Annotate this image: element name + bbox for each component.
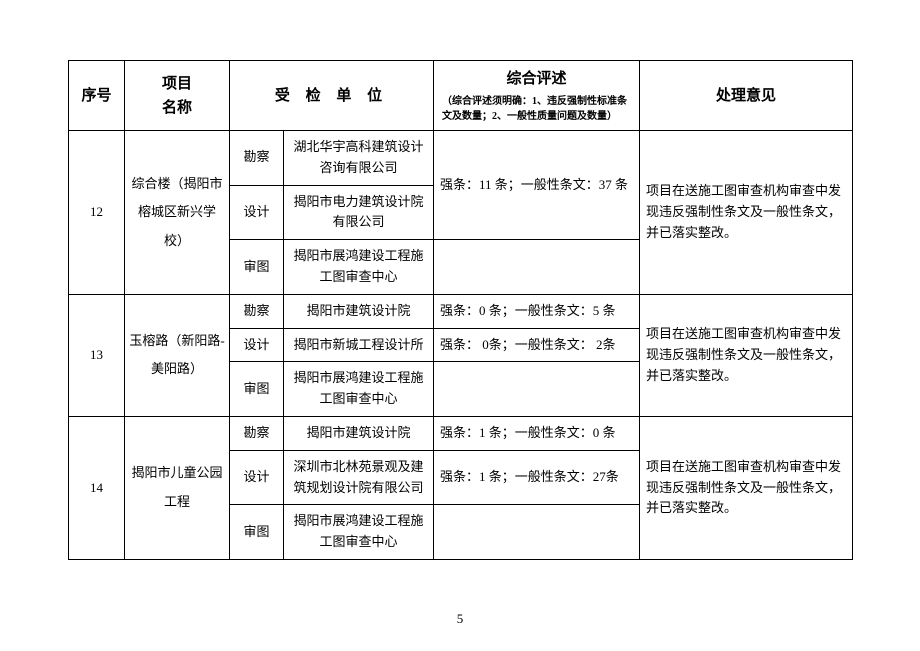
cell-role-survey: 勘察 (230, 294, 284, 328)
table-header: 序号 项目 名称 受 检 单 位 综合评述 （综合评述须明确：1、违反强制性标准… (69, 61, 853, 131)
cell-opinion: 项目在送施工图审查机构审查中发现违反强制性条文及一般性条文，并已落实整改。 (640, 416, 853, 559)
table-row: 14 揭阳市儿童公园工程 勘察 揭阳市建筑设计院 强条：1 条；一般性条文：0 … (69, 416, 853, 450)
cell-seq: 14 (69, 416, 125, 559)
page-number: 5 (0, 611, 920, 627)
cell-review-unit: 揭阳市展鸿建设工程施工图审查中心 (284, 362, 434, 417)
header-row: 序号 项目 名称 受 检 单 位 综合评述 （综合评述须明确：1、违反强制性标准… (69, 61, 853, 131)
cell-survey-review: 强条：0 条；一般性条文：5 条 (434, 294, 640, 328)
cell-opinion: 项目在送施工图审查机构审查中发现违反强制性条文及一般性条文，并已落实整改。 (640, 294, 853, 416)
cell-seq: 12 (69, 131, 125, 295)
header-review-sub: （综合评述须明确：1、违反强制性标准条文及数量；2、一般性质量问题及数量） (438, 94, 635, 124)
cell-role-design: 设计 (230, 328, 284, 362)
cell-design-unit: 揭阳市新城工程设计所 (284, 328, 434, 362)
cell-design-review: 强条：1 条；一般性条文：27条 (434, 450, 640, 505)
cell-opinion: 项目在送施工图审查机构审查中发现违反强制性条文及一般性条文，并已落实整改。 (640, 131, 853, 295)
cell-review-review (434, 240, 640, 295)
header-project: 项目 名称 (125, 61, 230, 131)
cell-role-survey: 勘察 (230, 131, 284, 186)
cell-project: 玉榕路（新阳路-美阳路） (125, 294, 230, 416)
cell-review-review (434, 505, 640, 560)
cell-role-design: 设计 (230, 450, 284, 505)
cell-design-review: 强条：11 条；一般性条文：37 条 (434, 131, 640, 240)
cell-project: 揭阳市儿童公园工程 (125, 416, 230, 559)
cell-project: 综合楼（揭阳市榕城区新兴学校） (125, 131, 230, 295)
cell-role-review: 审图 (230, 362, 284, 417)
table-body: 12 综合楼（揭阳市榕城区新兴学校） 勘察 湖北华宇高科建筑设计咨询有限公司 强… (69, 131, 853, 560)
cell-role-survey: 勘察 (230, 416, 284, 450)
cell-review-unit: 揭阳市展鸿建设工程施工图审查中心 (284, 505, 434, 560)
cell-design-unit: 深圳市北林苑景观及建筑规划设计院有限公司 (284, 450, 434, 505)
header-review-main: 综合评述 (438, 67, 635, 91)
cell-survey-unit: 湖北华宇高科建筑设计咨询有限公司 (284, 131, 434, 186)
cell-survey-unit: 揭阳市建筑设计院 (284, 294, 434, 328)
cell-design-unit: 揭阳市电力建筑设计院有限公司 (284, 185, 434, 240)
cell-role-review: 审图 (230, 505, 284, 560)
header-seq: 序号 (69, 61, 125, 131)
cell-review-unit: 揭阳市展鸿建设工程施工图审查中心 (284, 240, 434, 295)
header-unit: 受 检 单 位 (230, 61, 434, 131)
header-opinion: 处理意见 (640, 61, 853, 131)
cell-survey-review: 强条：1 条；一般性条文：0 条 (434, 416, 640, 450)
cell-design-review: 强条： 0条；一般性条文： 2条 (434, 328, 640, 362)
cell-review-review (434, 362, 640, 417)
table-row: 13 玉榕路（新阳路-美阳路） 勘察 揭阳市建筑设计院 强条：0 条；一般性条文… (69, 294, 853, 328)
table-row: 12 综合楼（揭阳市榕城区新兴学校） 勘察 湖北华宇高科建筑设计咨询有限公司 强… (69, 131, 853, 186)
cell-role-review: 审图 (230, 240, 284, 295)
cell-survey-unit: 揭阳市建筑设计院 (284, 416, 434, 450)
inspection-table: 序号 项目 名称 受 检 单 位 综合评述 （综合评述须明确：1、违反强制性标准… (68, 60, 853, 560)
header-review: 综合评述 （综合评述须明确：1、违反强制性标准条文及数量；2、一般性质量问题及数… (434, 61, 640, 131)
cell-seq: 13 (69, 294, 125, 416)
cell-role-design: 设计 (230, 185, 284, 240)
